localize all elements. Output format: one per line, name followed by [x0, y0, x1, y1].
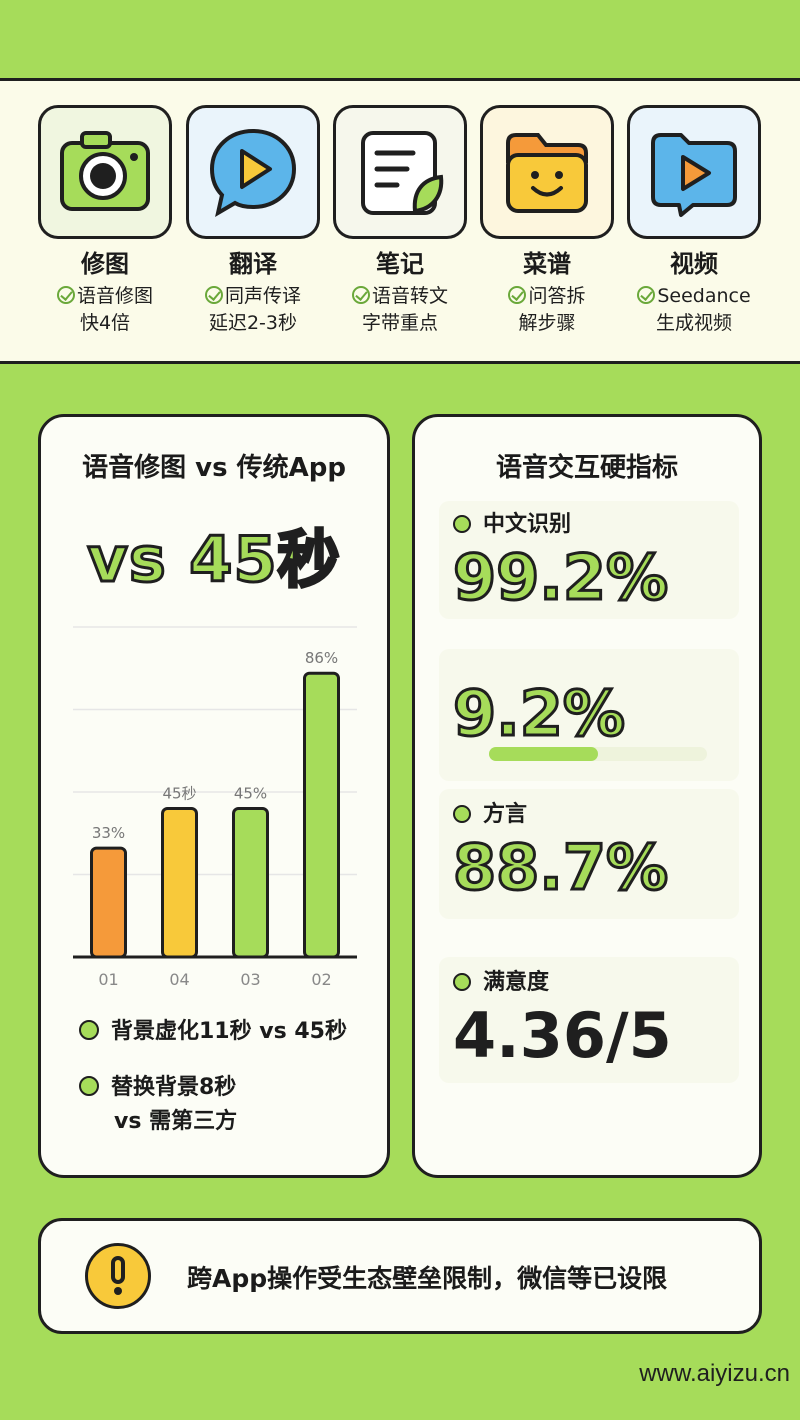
feature-title: 菜谱: [523, 250, 571, 278]
feature-icon-box: [333, 105, 467, 239]
feature-desc-line2: 延迟2-3秒: [208, 312, 298, 334]
bar: [161, 807, 198, 959]
legend-text: 替换背景8秒: [111, 1075, 237, 1100]
feature-desc: 语音修图 快4倍: [38, 283, 172, 337]
metric-value: 9.2%: [452, 677, 627, 750]
note-icon: [361, 131, 444, 215]
bullet-dot: [453, 973, 471, 991]
warning-text: 跨App操作受生态壁垒限制，微信等已设限: [187, 1264, 668, 1293]
feature-desc: Seedance 生成视频: [627, 283, 761, 337]
bar: [303, 671, 340, 959]
feature-icon-box: [627, 105, 761, 239]
feature-desc-line1: 问答拆: [528, 285, 586, 307]
metric-panel: [439, 957, 739, 1083]
feature-video[interactable]: 视频 Seedance 生成视频: [627, 105, 761, 337]
bullet-dot: [453, 805, 471, 823]
x-tick-label: 03: [240, 970, 260, 989]
legend-item: 替换背景8秒 vs 需第三方: [79, 1071, 237, 1139]
feature-band: 修图 语音修图 快4倍 翻译 同声传译 延迟2-3秒: [0, 78, 800, 364]
feature-icon-box: [38, 105, 172, 239]
check-icon: [204, 286, 223, 304]
metric-secondary: 9.2%: [452, 675, 743, 750]
feature-icon-box: [480, 105, 614, 239]
bar-data-label: 86%: [305, 649, 338, 667]
check-icon: [508, 286, 527, 304]
exclamation-icon: [85, 1243, 151, 1309]
feature-desc-line2: 快4倍: [79, 312, 131, 334]
check-icon: [56, 286, 75, 304]
x-tick-label: 01: [98, 970, 118, 989]
metric-label: 方言: [453, 801, 743, 829]
feature-desc-line1: Seedance: [657, 285, 751, 307]
camera-icon: [60, 131, 150, 211]
bar-data-label: 45秒: [162, 785, 196, 803]
feature-desc: 语音转文 字带重点: [333, 283, 467, 337]
metric-label-text: 中文识别: [483, 512, 572, 537]
feature-edit-photo[interactable]: 修图 语音修图 快4倍: [38, 105, 172, 337]
metric-value: 88.7%: [452, 831, 670, 904]
bar-data-label: 33%: [92, 824, 125, 842]
metric-panel: [439, 789, 739, 919]
feature-desc: 同声传译 延迟2-3秒: [186, 283, 320, 337]
smile-folder-icon: [506, 133, 588, 213]
big-compare-text: vs 45秒: [86, 522, 341, 598]
check-icon: [637, 286, 656, 304]
feature-desc-line1: 同声传译: [224, 285, 301, 307]
legend-item: 背景虚化11秒 vs 45秒: [79, 1015, 347, 1049]
feature-desc-line1: 语音修图: [76, 285, 153, 307]
metric-value: 4.36/5: [453, 999, 672, 1072]
feature-title: 笔记: [376, 250, 424, 278]
bar-data-label: 45%: [234, 785, 267, 803]
bullet-dot: [453, 515, 471, 533]
metric-satisfaction: 满意度 4.36/5: [453, 969, 743, 1069]
compare-card-title: 语音修图 vs 传统App: [82, 453, 346, 483]
feature-title: 视频: [670, 250, 718, 278]
metric-value: 99.2%: [452, 541, 670, 614]
metric-label-text: 满意度: [483, 970, 550, 995]
x-tick-label: 04: [169, 970, 189, 989]
metric-panel: [439, 501, 739, 619]
feature-recipe[interactable]: 菜谱 问答拆 解步骤: [480, 105, 614, 337]
metric-label-text: 方言: [483, 802, 528, 827]
watermark: www.aiyizu.cn: [639, 1360, 790, 1387]
legend-text: 背景虚化11秒 vs 45秒: [111, 1019, 347, 1044]
bullet-dot: [79, 1020, 99, 1040]
feature-desc-line2: 字带重点: [361, 312, 438, 334]
warning-bar: 跨App操作受生态壁垒限制，微信等已设限: [38, 1218, 762, 1334]
metrics-card-title: 语音交互硬指标: [495, 453, 678, 483]
bullet-dot: [79, 1076, 99, 1096]
progress-fill: [489, 747, 598, 761]
metric-label: 中文识别: [453, 511, 743, 539]
feature-title: 翻译: [229, 250, 277, 278]
bar: [232, 807, 269, 959]
feature-title: 修图: [81, 250, 129, 278]
feature-desc-line2: 解步骤: [518, 312, 576, 334]
progress-bar: [489, 747, 707, 761]
feature-translate[interactable]: 翻译 同声传译 延迟2-3秒: [186, 105, 320, 337]
feature-desc-line2: 生成视频: [655, 312, 732, 334]
compare-card: 语音修图 vs 传统App vs 45秒 33% 01 45秒 04 45% 03 86% 0…: [38, 414, 390, 1178]
feature-desc: 问答拆 解步骤: [480, 283, 614, 337]
metric-chinese-recognition: 中文识别 99.2%: [452, 511, 743, 614]
bar: [90, 846, 127, 959]
metric-dialect: 方言 88.7%: [452, 801, 743, 904]
video-play-icon: [651, 133, 737, 217]
feature-icon-box: [186, 105, 320, 239]
metrics-card: 语音交互硬指标 中文识别 99.2% 9.2% 方言 88.7% 满意度 4.3…: [412, 414, 762, 1178]
feature-desc-line1: 语音转文: [371, 285, 448, 307]
x-tick-label: 02: [311, 970, 331, 989]
chat-play-icon: [209, 128, 297, 218]
bar-chart: 33% 01 45秒 04 45% 03 86% 02: [73, 626, 357, 989]
check-icon: [351, 286, 370, 304]
feature-notes[interactable]: 笔记 语音转文 字带重点: [333, 105, 467, 337]
legend-text-line2: vs 需第三方: [114, 1109, 238, 1134]
metric-label: 满意度: [453, 969, 743, 997]
